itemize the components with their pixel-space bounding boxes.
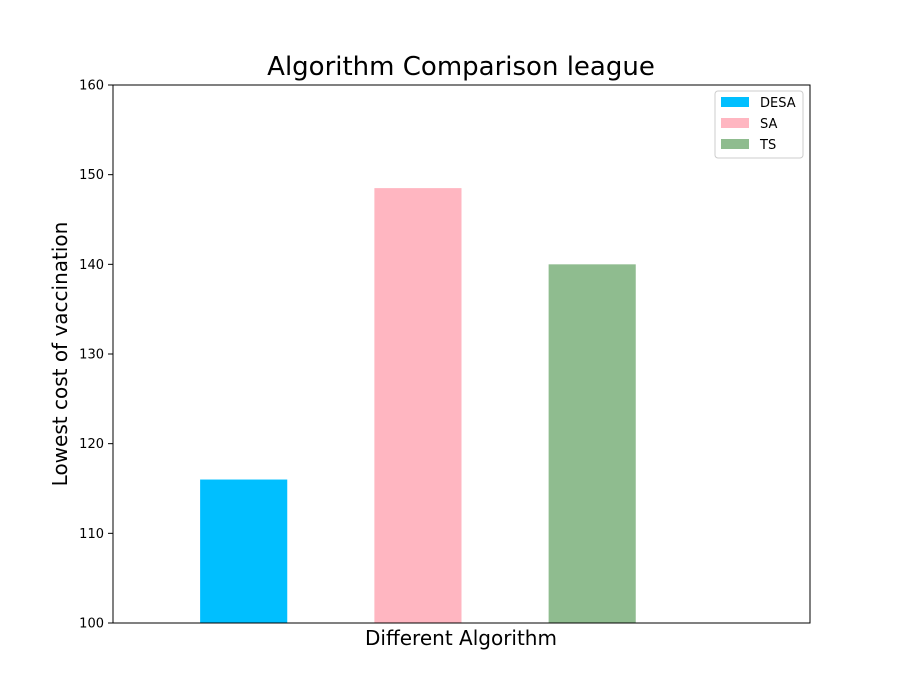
bar-desa	[200, 479, 288, 623]
bar-sa	[374, 188, 462, 623]
y-tick-label: 120	[79, 437, 104, 452]
legend-swatch-sa	[721, 118, 749, 128]
bar-ts	[548, 264, 636, 623]
y-tick-label: 100	[79, 617, 104, 632]
y-tick-label: 110	[79, 527, 104, 542]
chart-title: Algorithm Comparison league	[267, 52, 655, 82]
legend-swatch-ts	[721, 139, 749, 149]
plot-area: 100 110 120 130 140 150 160	[79, 79, 811, 632]
legend-label-sa: SA	[760, 117, 777, 132]
y-axis-ticks: 100 110 120 130 140 150 160	[79, 79, 113, 632]
y-tick-label: 160	[79, 79, 104, 94]
legend: DESA SA TS	[714, 90, 804, 159]
bars	[200, 188, 636, 623]
y-tick-label: 150	[79, 168, 104, 183]
legend-items: DESA SA TS	[721, 96, 796, 153]
legend-label-ts: TS	[759, 138, 776, 153]
x-axis-label: Different Algorithm	[365, 626, 557, 650]
y-tick-label: 130	[79, 348, 104, 363]
y-tick-label: 140	[79, 258, 104, 273]
y-axis-label: Lowest cost of vaccination	[48, 222, 72, 487]
legend-label-desa: DESA	[760, 96, 796, 111]
legend-swatch-desa	[721, 97, 749, 107]
